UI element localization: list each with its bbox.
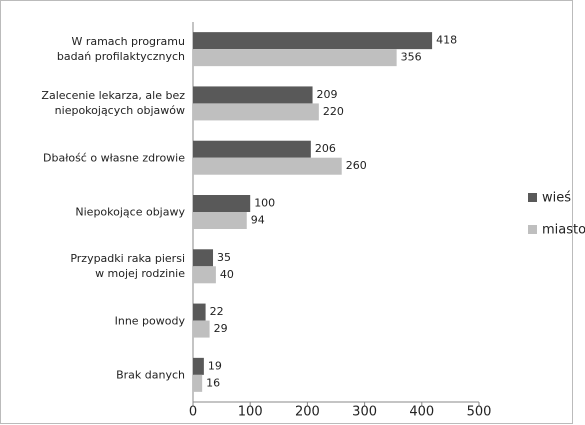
value-label: 206 <box>315 142 336 155</box>
y-tick-label: Dbałość o własne zdrowie <box>43 151 185 165</box>
value-label: 19 <box>208 359 222 372</box>
bar <box>193 320 210 338</box>
value-label: 220 <box>323 105 344 118</box>
value-label: 356 <box>401 51 422 64</box>
x-tick-label: 400 <box>409 405 434 420</box>
value-label: 29 <box>214 322 228 335</box>
legend-swatch <box>528 225 537 234</box>
bar <box>193 195 251 212</box>
bar <box>193 86 313 104</box>
value-label: 100 <box>254 197 275 210</box>
y-tick-label: Inne powody <box>114 314 185 328</box>
bar <box>193 49 397 67</box>
y-tick-label: Zalecenie lekarza, ale bez niepokojących… <box>41 89 185 118</box>
bar <box>193 212 247 229</box>
bar <box>193 266 216 284</box>
bar <box>193 32 433 50</box>
bar <box>193 157 342 175</box>
legend-swatch <box>528 193 537 202</box>
value-label: 22 <box>210 305 224 318</box>
bar <box>193 374 203 392</box>
frame <box>0 0 573 424</box>
x-tick-label: 100 <box>238 405 263 420</box>
y-tick-label: Niepokojące objawy <box>75 205 185 219</box>
value-label: 94 <box>251 214 265 227</box>
x-tick-label: 500 <box>467 405 492 420</box>
value-label: 16 <box>206 376 220 389</box>
value-label: 40 <box>220 268 234 281</box>
bar <box>193 249 214 267</box>
x-tick-label: 200 <box>295 405 320 420</box>
bar <box>193 357 204 375</box>
y-tick-label: W ramach programu badań profilaktycznych <box>56 35 185 64</box>
bar <box>193 303 206 321</box>
legend-label: miasto <box>542 223 585 238</box>
bar <box>193 140 311 158</box>
legend-label: wieś <box>542 191 571 206</box>
value-label: 35 <box>217 251 231 264</box>
x-tick-label: 0 <box>189 405 197 420</box>
value-label: 260 <box>346 159 367 172</box>
x-tick-label: 300 <box>352 405 377 420</box>
value-label: 418 <box>436 34 457 47</box>
bar <box>193 103 319 121</box>
value-label: 209 <box>317 88 338 101</box>
y-tick-label: Przypadki raka piersi w mojej rodzinie <box>70 252 185 281</box>
y-tick-label: Brak danych <box>116 368 185 382</box>
